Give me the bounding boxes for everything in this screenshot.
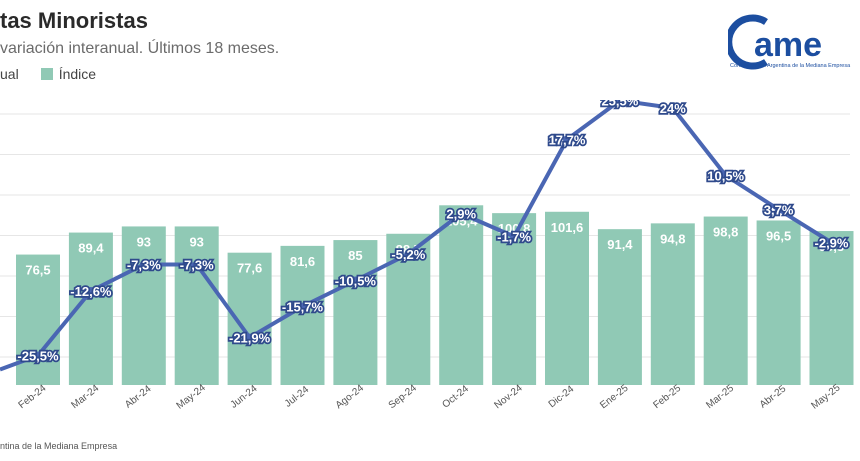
bar (439, 205, 484, 385)
yoy-value-label: 2,9% (446, 207, 476, 222)
yoy-value-label: -25,5% (17, 349, 59, 364)
yoy-point (139, 260, 148, 269)
yoy-value-label: 25,5% (601, 100, 638, 109)
yoy-value-label: -7,3% (180, 258, 214, 273)
yoy-point (668, 104, 677, 112)
yoy-point (298, 302, 307, 311)
bar (492, 213, 537, 385)
bar (121, 226, 166, 385)
bar-value-label: 93 (189, 234, 203, 249)
bar-value-label: 93 (137, 234, 151, 249)
chart-subtitle: variación interanual. Últimos 18 meses. (0, 40, 280, 57)
x-tick-label: Mar-24 (69, 383, 101, 411)
bar (16, 254, 60, 385)
bar-value-label: 98,8 (713, 225, 738, 240)
bar (756, 220, 801, 385)
yoy-value-label: 3,7% (764, 203, 794, 218)
x-tick-label: Nov-24 (492, 383, 525, 412)
yoy-value-label: -1,7% (497, 230, 531, 245)
bar (703, 216, 748, 385)
bar (386, 233, 431, 385)
yoy-value-label: 24% (660, 101, 686, 116)
yoy-point (34, 351, 42, 360)
bar-value-label: 89,4 (78, 241, 104, 256)
svg-text:ame: ame (754, 26, 822, 64)
bar-value-label: 76,5 (25, 263, 50, 278)
yoy-value-label: -7,3% (127, 258, 161, 273)
yoy-value-label: 10,5% (707, 169, 744, 184)
x-tick-label: Oct-24 (440, 383, 471, 410)
bar (174, 226, 219, 385)
logo-caption: Confederación Argentina de la Mediana Em… (730, 63, 851, 69)
yoy-value-label: -21,9% (229, 331, 271, 346)
yoy-value-label: -10,5% (335, 274, 377, 289)
x-tick-label: Ago-24 (334, 383, 367, 412)
yoy-point (351, 276, 360, 285)
bar (650, 223, 695, 385)
x-tick-label: Abr-24 (123, 383, 154, 410)
legend: ual Índice (0, 66, 96, 82)
bar-value-label: 101,6 (551, 220, 584, 235)
yoy-point (86, 287, 95, 295)
yoy-value-label: -5,2% (391, 247, 425, 262)
yoy-point (615, 100, 624, 105)
bar-value-label: 77,6 (237, 261, 262, 276)
legend-line-label: ual (0, 66, 19, 82)
yoy-point (774, 205, 783, 214)
chart: 76,5 Feb-24 89,4 Mar-24 93 Abr-24 93 May-24 77,6… (0, 100, 854, 412)
yoy-point (245, 333, 254, 342)
bar (333, 240, 378, 385)
x-tick-label: Jul-24 (283, 384, 312, 410)
x-tick-label: Mar-25 (704, 383, 736, 411)
x-tick-label: Ene-25 (598, 383, 631, 412)
bar-value-label: 96,5 (766, 228, 791, 243)
x-tick-label: Feb-25 (651, 383, 683, 411)
bar-value-label: 90,3 (819, 239, 844, 254)
yoy-value-label: -12,6% (70, 284, 112, 299)
yoy-point (457, 209, 466, 218)
bar-value-label: 81,6 (290, 254, 315, 269)
yoy-value-label: -15,7% (282, 300, 324, 315)
x-tick-label: Feb-24 (17, 383, 49, 411)
yoy-point (192, 260, 201, 269)
yoy-point (827, 238, 836, 247)
yoy-point (510, 232, 519, 241)
x-tick-label: Dic-24 (547, 384, 577, 411)
yoy-point (721, 171, 730, 180)
legend-bar-swatch (40, 68, 53, 80)
yoy-value-label: 17,7% (549, 133, 586, 148)
source-footer: ntina de la Mediana Empresa (0, 441, 118, 451)
x-tick-label: Sep-24 (387, 383, 420, 412)
legend-bar-label: Índice (58, 66, 97, 82)
x-tick-label: Jun-24 (229, 383, 260, 411)
yoy-value-label: -2,9% (815, 236, 849, 251)
x-tick-label: May-24 (175, 382, 208, 411)
yoy-point (404, 250, 413, 258)
bar (545, 211, 589, 385)
yoy-point (563, 135, 571, 144)
x-tick-label: May-25 (809, 382, 842, 411)
chart-title: tas Minoristas (0, 8, 148, 33)
came-logo-icon: ame (728, 14, 822, 70)
bar-value-label: 94,8 (660, 231, 685, 246)
bar (809, 231, 854, 385)
x-tick-label: Abr-25 (758, 383, 789, 410)
bar-value-label: 85 (348, 248, 362, 263)
bar-value-label: 91,4 (607, 237, 633, 252)
bar (597, 229, 642, 385)
bar-value-label: 88,7 (396, 242, 421, 257)
